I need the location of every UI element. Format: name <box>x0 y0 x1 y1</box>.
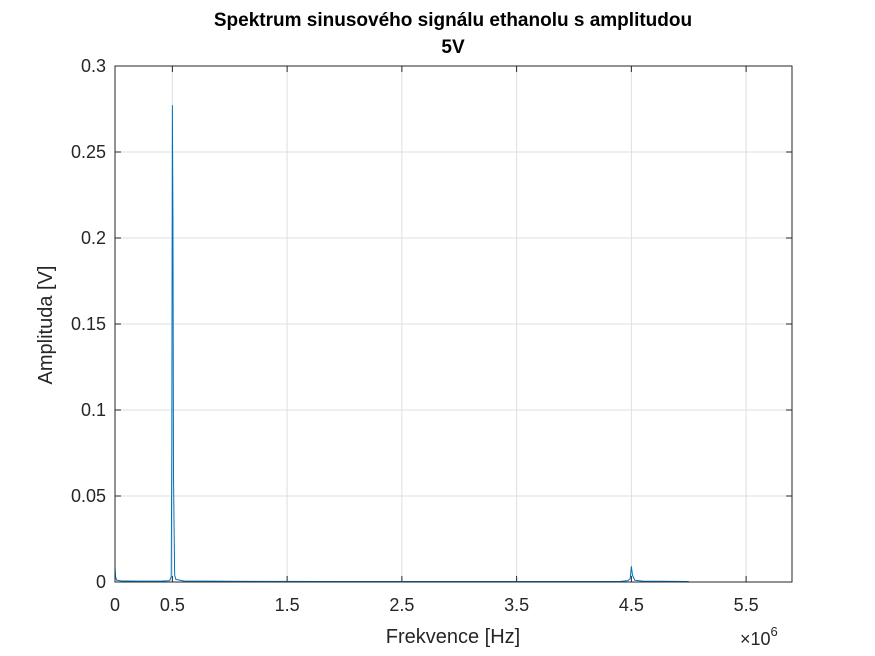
plot-box <box>114 65 793 583</box>
y-tick-label: 0.05 <box>71 486 106 506</box>
x-tick-label: 3.5 <box>504 595 529 615</box>
x-tick-label: 2.5 <box>389 595 414 615</box>
y-tick-label: 0.3 <box>81 56 106 76</box>
x-tick-labels: 0 0.5 1.5 2.5 3.5 4.5 5.5 <box>110 595 759 615</box>
y-tick-labels: 0 0.05 0.1 0.15 0.2 0.25 0.3 <box>71 56 106 592</box>
y-axis-label: Amplituda [V] <box>35 266 57 385</box>
x-axis-label: Frekvence [Hz] <box>386 626 520 648</box>
chart-title-line2: 5V <box>441 37 465 58</box>
x-tick-label: 0.5 <box>160 595 185 615</box>
y-tick-label: 0.2 <box>81 228 106 248</box>
y-tick-label: 0.15 <box>71 314 106 334</box>
y-tick-label: 0.25 <box>71 142 106 162</box>
chart-title-line1: Spektrum sinusového signálu ethanolu s a… <box>214 10 692 31</box>
spectrum-line <box>114 105 689 582</box>
series-group <box>114 105 689 582</box>
y-tick-label: 0 <box>96 572 106 592</box>
x-tick-label: 4.5 <box>619 595 644 615</box>
x-tick-label: 0 <box>110 595 120 615</box>
x-exponent-power: 6 <box>771 624 778 639</box>
x-exponent-base: ×10 <box>740 629 771 649</box>
x-tick-label: 1.5 <box>275 595 300 615</box>
x-exponent-label: ×106 <box>740 624 778 649</box>
y-tick-label: 0.1 <box>81 400 106 420</box>
x-tick-label: 5.5 <box>734 595 759 615</box>
